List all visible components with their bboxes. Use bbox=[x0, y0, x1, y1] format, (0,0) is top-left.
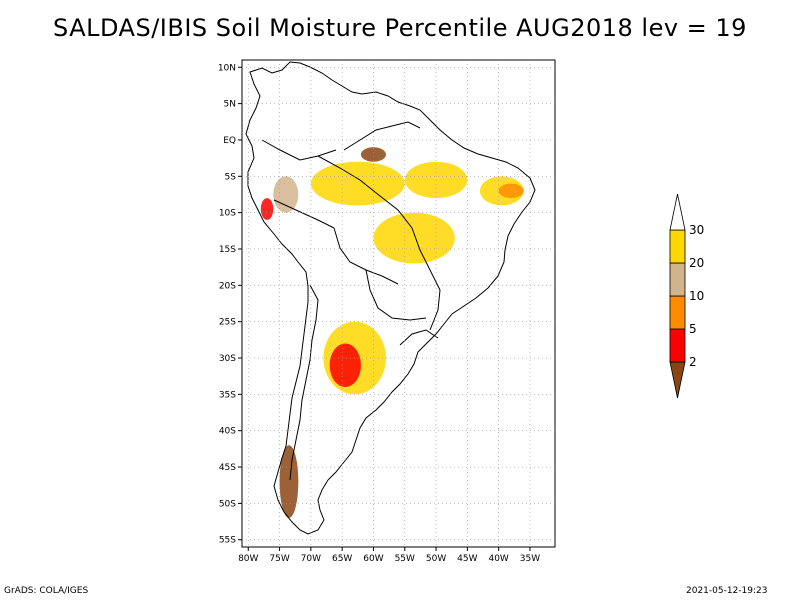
lon-tick-label: 50W bbox=[426, 554, 446, 564]
moisture-region bbox=[498, 183, 524, 199]
lat-tick-label: 25S bbox=[219, 318, 236, 328]
colorbar-segment bbox=[669, 328, 686, 363]
colorbar-label: 20 bbox=[689, 256, 704, 270]
lon-tick-label: 60W bbox=[363, 554, 383, 564]
moisture-region bbox=[279, 445, 299, 518]
map-title: SALDAS/IBIS Soil Moisture Percentile AUG… bbox=[53, 14, 747, 42]
lon-tick-label: 35W bbox=[520, 554, 540, 564]
moisture-region bbox=[360, 147, 386, 162]
lat-tick-label: 5N bbox=[224, 100, 236, 110]
moisture-region bbox=[310, 161, 405, 206]
lat-tick-label: 50S bbox=[219, 499, 236, 509]
country-border bbox=[289, 284, 319, 481]
moisture-region bbox=[373, 212, 455, 264]
map-frame bbox=[241, 59, 556, 548]
coastline-layer bbox=[245, 61, 536, 535]
colorbar-high-arrow bbox=[669, 193, 686, 231]
footer-credit: GrADS: COLA/IGES bbox=[4, 586, 89, 596]
lat-tick-label: 5S bbox=[225, 172, 237, 182]
continent-outline bbox=[245, 61, 536, 535]
country-border bbox=[273, 199, 335, 229]
graticule bbox=[242, 60, 555, 547]
country-border bbox=[261, 139, 337, 161]
colorbar-legend: 2 5 10 20 30 bbox=[669, 193, 704, 399]
lat-tick-label: EQ bbox=[223, 136, 236, 146]
colorbar-label: 2 bbox=[689, 355, 697, 369]
lat-tick-label: 45S bbox=[219, 463, 236, 473]
country-border bbox=[333, 227, 399, 285]
lon-tick-label: 75W bbox=[269, 554, 289, 564]
moisture-region bbox=[329, 343, 361, 388]
lat-tick-label: 35S bbox=[219, 390, 236, 400]
lon-tick-label: 45W bbox=[457, 554, 477, 564]
moisture-region bbox=[273, 176, 299, 213]
lat-tick-label: 55S bbox=[219, 536, 236, 546]
colorbar-segment bbox=[669, 295, 686, 330]
lat-tick-label: 15S bbox=[219, 245, 236, 255]
lat-tick-label: 10N bbox=[218, 63, 236, 73]
colorbar-label: 30 bbox=[689, 223, 704, 237]
moisture-shading bbox=[260, 147, 524, 518]
country-border bbox=[343, 121, 421, 151]
footer-timestamp: 2021-05-12-19:23 bbox=[686, 586, 768, 596]
colorbar-label: 5 bbox=[689, 322, 697, 336]
lon-tick-label: 70W bbox=[301, 554, 321, 564]
lon-tick-label: 55W bbox=[395, 554, 415, 564]
colorbar-segment bbox=[669, 262, 686, 297]
lat-tick-label: 10S bbox=[219, 209, 236, 219]
country-border bbox=[365, 269, 427, 321]
colorbar-segment bbox=[669, 229, 686, 264]
lat-tick-label: 40S bbox=[219, 427, 236, 437]
lat-tick-label: 20S bbox=[219, 281, 236, 291]
moisture-region bbox=[260, 198, 274, 220]
lon-tick-label: 40W bbox=[488, 554, 508, 564]
lon-tick-label: 65W bbox=[332, 554, 352, 564]
colorbar-low-arrow bbox=[669, 361, 686, 399]
lat-tick-label: 30S bbox=[219, 354, 236, 364]
latitude-axis: 10N 5N EQ 5S 10S 15S 20S 25S 30S 35S 40S 45S 50S 55S bbox=[218, 63, 242, 546]
lon-tick-label: 80W bbox=[238, 554, 258, 564]
colorbar-label: 10 bbox=[689, 289, 704, 303]
country-border bbox=[399, 329, 439, 346]
country-border bbox=[317, 155, 441, 331]
moisture-region bbox=[404, 161, 468, 199]
longitude-axis: 80W 75W 70W 65W 60W 55W 50W 45W 40W 35W bbox=[238, 547, 540, 564]
